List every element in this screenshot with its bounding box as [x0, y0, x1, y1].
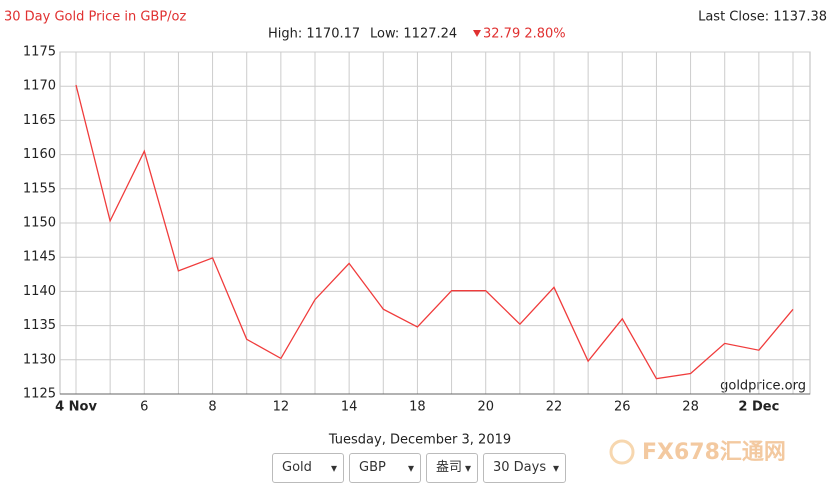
- low: Low: 1127.24: [370, 27, 457, 42]
- y-tick-label: 1130: [23, 352, 56, 367]
- x-tick-label: 20: [477, 400, 494, 415]
- unit-select[interactable]: 盎司: [426, 453, 478, 483]
- period-select[interactable]: 30 Days: [483, 453, 566, 483]
- x-tick-label: 8: [208, 400, 216, 415]
- y-tick-label: 1155: [23, 181, 56, 196]
- currency-select[interactable]: GBP: [349, 453, 421, 483]
- logo-icon: [609, 439, 635, 465]
- price-line: [75, 84, 794, 380]
- x-tick-label: 2 Dec: [738, 400, 779, 415]
- change: 32.79 2.80%: [483, 27, 566, 42]
- x-tick-label: 22: [546, 400, 563, 415]
- high: High: 1170.17: [268, 27, 360, 42]
- y-tick-label: 1160: [23, 147, 56, 162]
- x-tick-label: 18: [409, 400, 426, 415]
- watermark: goldprice.org: [720, 379, 806, 394]
- metal-select[interactable]: Gold: [272, 453, 344, 483]
- y-tick-label: 1135: [23, 318, 56, 333]
- y-tick-label: 1150: [23, 216, 56, 231]
- y-tick-label: 1175: [23, 45, 56, 60]
- x-tick-label: 4 Nov: [55, 400, 97, 415]
- x-tick-label: 28: [682, 400, 699, 415]
- y-tick-label: 1125: [23, 387, 56, 402]
- y-tick-label: 1170: [23, 79, 56, 94]
- x-tick-label: 14: [341, 400, 358, 415]
- y-tick-label: 1145: [23, 250, 56, 265]
- logo: FX678汇通网: [642, 440, 786, 465]
- y-tick-label: 1165: [23, 113, 56, 128]
- x-tick-label: 12: [273, 400, 290, 415]
- last-close: Last Close: 1137.38: [698, 10, 827, 25]
- y-tick-label: 1140: [23, 284, 56, 299]
- x-tick-label: 26: [614, 400, 631, 415]
- down-arrow: [473, 30, 481, 37]
- x-tick-label: 6: [140, 400, 148, 415]
- date: Tuesday, December 3, 2019: [328, 433, 511, 448]
- chart-title: 30 Day Gold Price in GBP/oz: [4, 10, 186, 25]
